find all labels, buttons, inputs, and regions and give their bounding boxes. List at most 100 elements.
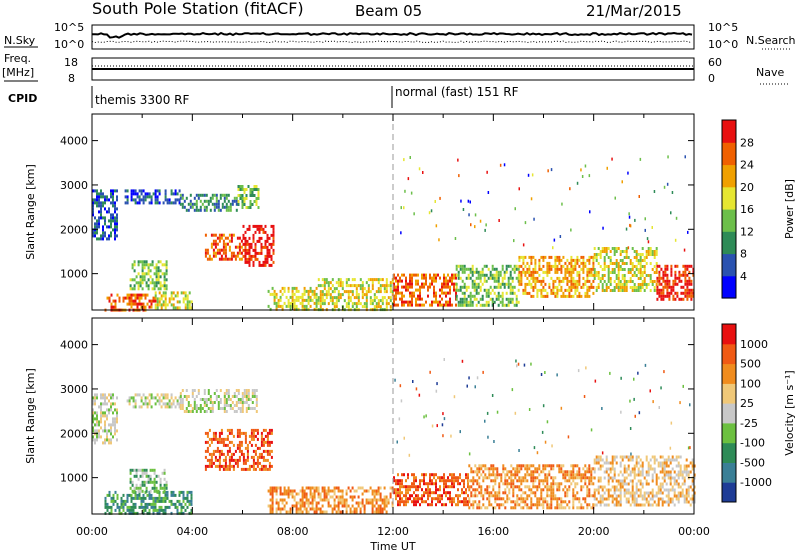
echo-cell	[258, 461, 261, 465]
echo-cell	[593, 271, 596, 274]
echo-cell	[178, 502, 181, 506]
echo-cell	[262, 230, 265, 234]
echo-cell	[447, 285, 449, 289]
echo-cell	[597, 253, 600, 256]
echo-cell	[281, 307, 284, 311]
echo-cell	[617, 494, 620, 498]
echo-cell	[227, 199, 230, 203]
echo-cell	[417, 294, 419, 298]
echo-cell	[605, 470, 608, 474]
echo-cell	[407, 491, 409, 495]
echo-cell	[130, 296, 133, 300]
echo-cell	[661, 464, 664, 468]
echo-cell	[512, 482, 515, 486]
echo-cell	[211, 193, 214, 197]
echo-cell	[110, 408, 112, 412]
echo-cell	[94, 417, 96, 421]
echo-cell	[639, 503, 642, 507]
echo-cell	[467, 267, 470, 271]
echo-cell	[245, 188, 248, 191]
echo-cell	[383, 495, 386, 499]
echo-cell	[188, 502, 191, 506]
echo-cell	[629, 271, 632, 274]
echo-cell	[463, 264, 466, 268]
echo-cell	[441, 285, 443, 289]
echo-cell	[615, 503, 618, 507]
echo-cell	[492, 479, 495, 483]
echo-cell	[367, 284, 370, 288]
echo-cell	[417, 297, 419, 301]
echo-cell	[655, 268, 658, 271]
echo-cell	[619, 497, 622, 501]
echo-cell	[244, 245, 247, 249]
echo-cell	[439, 497, 441, 501]
echo-cell	[515, 300, 518, 304]
echo-cell	[662, 288, 665, 292]
echo-cell	[471, 285, 474, 289]
echo-cell	[629, 268, 632, 271]
echo-cell	[540, 291, 543, 295]
colorbar-tick-label: 20	[740, 181, 754, 194]
echo-cell	[468, 464, 471, 468]
echo-cell	[447, 279, 449, 283]
echo-cell	[660, 282, 663, 286]
echo-cell	[584, 473, 587, 477]
echo-cell	[691, 497, 694, 501]
echo-cell	[615, 265, 618, 268]
echo-cell	[520, 279, 523, 283]
echo-cell	[238, 236, 241, 240]
echo-cell	[178, 499, 181, 503]
echo-cell	[236, 251, 239, 255]
echo-cell	[538, 500, 541, 504]
echo-cell	[102, 192, 104, 196]
echo-cell	[574, 494, 577, 498]
echo-cell	[100, 414, 102, 418]
echo-cell	[179, 202, 182, 206]
echo-cell	[114, 234, 116, 238]
echo-cell	[149, 480, 152, 484]
echo-cell	[112, 493, 115, 497]
echo-cell	[339, 284, 342, 288]
echo-cell	[508, 488, 511, 492]
echo-cell	[137, 468, 140, 472]
echo-cell	[643, 268, 646, 271]
echo-cell	[116, 396, 118, 400]
colorbar-tick-label: 4	[740, 270, 747, 283]
echo-cell	[213, 401, 216, 404]
echo-cell	[100, 408, 102, 412]
echo-cell	[686, 291, 689, 295]
echo-cell	[151, 260, 154, 264]
echo-cell	[144, 490, 147, 494]
echo-cell	[684, 294, 687, 298]
echo-cell	[554, 482, 557, 486]
echo-cell	[179, 398, 182, 401]
echo-cell	[218, 467, 221, 471]
echo-cell	[218, 431, 221, 435]
echo-cell	[425, 279, 427, 283]
echo-cell	[228, 467, 231, 471]
echo-cell	[415, 488, 417, 492]
echo-cell	[484, 476, 487, 480]
echo-cell	[104, 201, 106, 205]
echo-cell	[349, 296, 352, 300]
echo-cell	[676, 264, 679, 268]
echo-cell	[245, 410, 248, 413]
echo-cell	[473, 288, 476, 292]
echo-cell	[586, 503, 589, 507]
echo-cell	[459, 285, 462, 289]
echo-cell	[556, 291, 559, 295]
echo-cell	[550, 488, 553, 492]
echo-cell	[341, 287, 344, 291]
echo-cell	[371, 281, 374, 285]
echo-cell	[134, 511, 137, 515]
echo-cell	[242, 242, 245, 246]
echo-cell	[560, 497, 563, 501]
echo-cell	[474, 500, 477, 504]
echo-cell	[203, 205, 206, 209]
echo-cell	[536, 288, 539, 292]
echo-cell	[241, 404, 244, 407]
echo-cell	[504, 506, 507, 510]
echo-cell	[659, 497, 662, 501]
echo-cell	[670, 270, 673, 274]
